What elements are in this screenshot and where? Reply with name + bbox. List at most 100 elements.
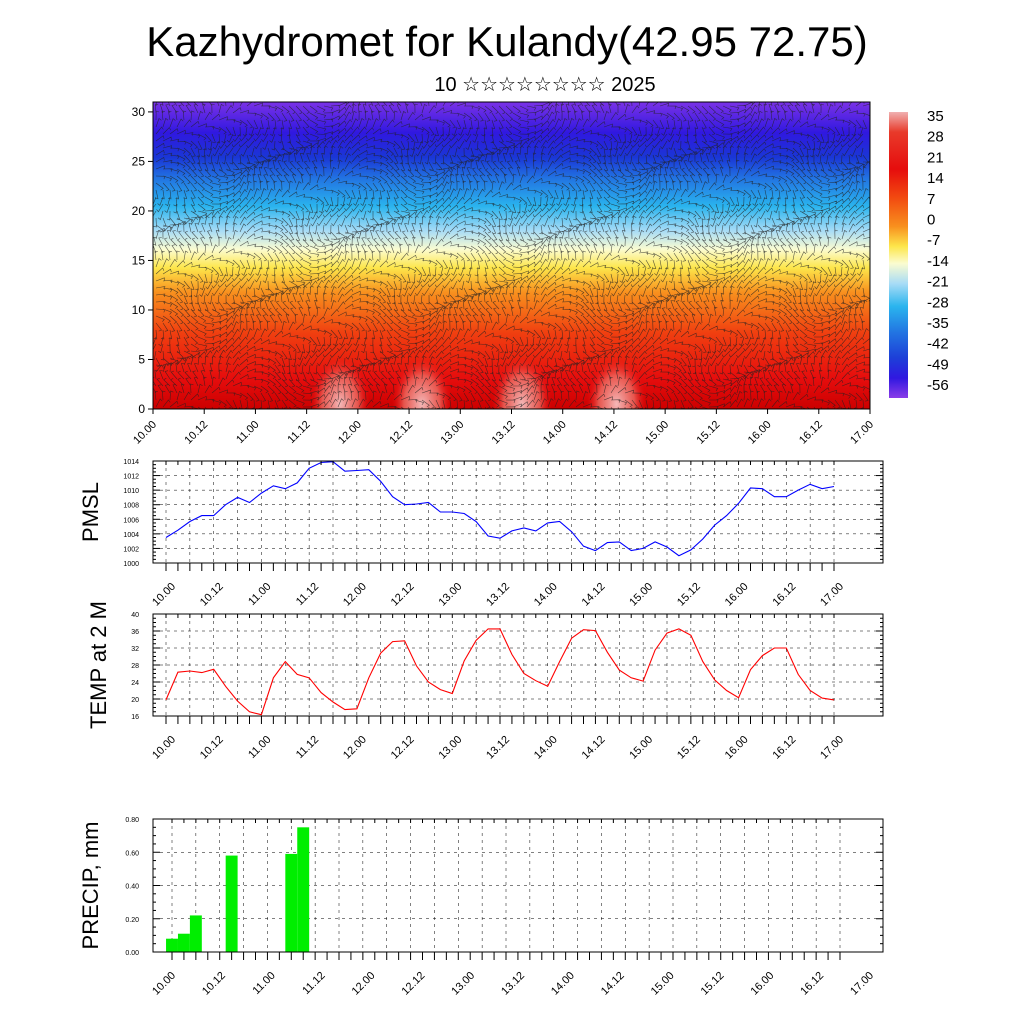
wind-barbs (153, 102, 870, 409)
x-tick-label: 12.00 (336, 419, 364, 447)
precip-bar (166, 938, 178, 952)
x-tick-label: 15.12 (699, 970, 727, 998)
y-tick-label: 1008 (123, 503, 139, 510)
y-tick-label: 1006 (123, 517, 139, 524)
x-tick-label: 11.00 (246, 581, 273, 608)
precip-bar (225, 855, 238, 952)
x-tick-label: 16.12 (770, 734, 798, 762)
y-tick-label: 0.00 (125, 950, 139, 957)
colorbar-label: -49 (927, 356, 949, 373)
colorbar-label: -42 (927, 336, 949, 353)
y-tick-label: 30 (132, 105, 146, 119)
x-tick-label: 12.00 (341, 734, 369, 762)
colorbar-label: -7 (927, 232, 940, 249)
x-tick-label: 13.00 (449, 970, 477, 998)
x-tick-label: 14.00 (532, 734, 560, 762)
x-tick-label: 13.12 (490, 419, 518, 447)
x-tick-label: 10.00 (150, 581, 178, 609)
colorbar-label: -21 (927, 274, 949, 291)
x-tick-label: 14.12 (580, 581, 608, 609)
x-tick-label: 15.12 (695, 419, 723, 447)
precip-bar (297, 827, 310, 952)
y-tick-label: 0.20 (125, 917, 139, 924)
y-tick-label: 0.80 (125, 817, 139, 824)
x-tick-label: 14.12 (580, 734, 608, 762)
precip-panel: 0.00 0.20 0.40 0.60 0.80 10.00 10.12 11.00 11.12… (78, 817, 884, 998)
y-tick-label: 1012 (123, 474, 139, 481)
x-tick-label: 17.00 (818, 734, 846, 762)
x-tick-label: 12.12 (399, 970, 427, 998)
colorbar-strip (889, 112, 908, 398)
temp-panel: 16 20 24 28 32 36 40 10.00 10.12 11.00 11.12 12.00 1… (86, 601, 884, 762)
colorbar-label: 0 (927, 212, 935, 229)
x-tick-label: 14.00 (541, 419, 569, 447)
x-tick-label: 12.00 (341, 581, 369, 609)
x-tick-label: 15.00 (643, 419, 671, 447)
cross-section-panel: 0 5 10 15 20 25 30 10.00 10.12 11.00 11.12 12.00 12… (131, 101, 876, 447)
precip-bar (189, 915, 202, 952)
y-tick-label: 20 (131, 697, 139, 704)
x-tick-label: 10.12 (198, 581, 226, 609)
x-tick-label: 17.00 (818, 581, 846, 609)
x-tick-label: 15.00 (627, 581, 655, 609)
x-tick-label: 11.12 (300, 970, 327, 997)
x-tick-label: 10.12 (198, 734, 226, 762)
x-tick-label: 14.12 (592, 419, 620, 447)
x-tick-label: 12.12 (389, 581, 417, 609)
x-tick-label: 15.00 (649, 970, 677, 998)
x-tick-label: 13.00 (436, 734, 464, 762)
y-tick-label: 24 (131, 680, 139, 687)
x-tick-label: 10.00 (150, 734, 178, 762)
x-tick-label: 17.00 (848, 970, 876, 998)
y-tick-label: 15 (132, 253, 146, 267)
x-tick-label: 11.12 (285, 419, 312, 446)
x-tick-label: 15.12 (675, 734, 703, 762)
x-tick-label: 10.12 (182, 419, 210, 447)
colorbar: 35 28 21 14 7 0 -7 -14 -21 -28 -35 -42 -49 -56 (889, 108, 949, 398)
x-tick-label: 12.12 (389, 734, 417, 762)
y-tick-label: 1004 (123, 532, 139, 539)
x-tick-label: 14.00 (549, 970, 577, 998)
x-tick-label: 11.00 (234, 419, 261, 446)
x-tick-label: 12.00 (350, 970, 378, 998)
colorbar-label: 21 (927, 149, 944, 166)
colorbar-label: -28 (927, 294, 949, 311)
x-tick-label: 11.12 (294, 734, 321, 761)
y-tick-label: 1014 (123, 459, 139, 466)
x-tick-label: 13.12 (484, 581, 512, 609)
y-tick-label: 10 (132, 303, 146, 317)
warm-anomaly (309, 356, 370, 409)
colorbar-label: 28 (927, 129, 944, 146)
x-tick-label: 13.00 (436, 581, 464, 609)
page-title: Kazhydromet for Kulandy(42.95 72.75) (146, 18, 868, 65)
panel-frame (152, 460, 884, 564)
y-axis-label: TEMP at 2 M (86, 601, 111, 729)
pmsl-line (165, 461, 835, 557)
y-axis-label: PRECIP, mm (78, 822, 103, 950)
x-tick-label: 10.00 (150, 970, 178, 998)
x-tick-label: 16.00 (723, 734, 751, 762)
y-tick-label: 25 (132, 154, 146, 168)
x-tick-label: 13.00 (438, 419, 466, 447)
x-tick-label: 13.12 (499, 970, 527, 998)
x-tick-label: 13.12 (484, 734, 512, 762)
y-tick-label: 0 (138, 402, 145, 416)
y-tick-label: 1010 (123, 488, 139, 495)
colorbar-label: -14 (927, 253, 949, 270)
colorbar-label: -35 (927, 315, 949, 332)
x-tick-label: 16.00 (746, 419, 774, 447)
y-tick-label: 1002 (123, 546, 139, 553)
colorbar-label: 7 (927, 191, 935, 208)
colorbar-label: 35 (927, 108, 944, 125)
x-tick-label: 11.00 (250, 970, 277, 997)
x-tick-label: 11.12 (294, 581, 321, 608)
precip-bar (177, 933, 190, 952)
y-tick-label: 36 (131, 629, 139, 636)
y-tick-label: 32 (131, 646, 139, 653)
y-tick-label: 40 (131, 612, 139, 619)
y-tick-label: 20 (132, 204, 146, 218)
colorbar-label: 14 (927, 170, 944, 187)
x-tick-label: 15.12 (675, 581, 703, 609)
y-tick-label: 1000 (123, 561, 139, 568)
